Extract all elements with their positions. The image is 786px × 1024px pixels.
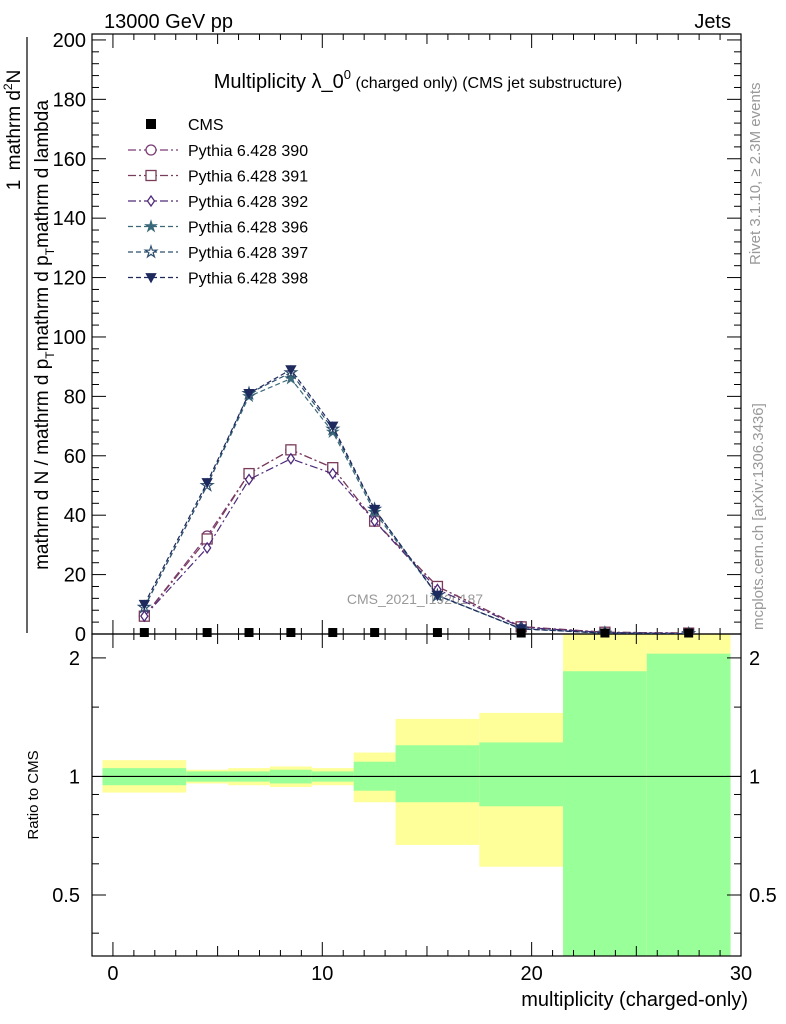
data-point (144, 219, 158, 233)
y-tick-label: 40 (64, 505, 86, 527)
x-tick-label: 0 (107, 963, 118, 985)
ratio-tick-label-right: 2 (749, 648, 760, 670)
plot-title: Multiplicity λ_00 (charged only) (CMS je… (214, 67, 622, 93)
y-tick-label: 200 (53, 30, 86, 52)
legend-item-cms: CMS (146, 117, 224, 134)
data-point (202, 628, 212, 638)
data-point (328, 467, 338, 480)
legend-label: Pythia 6.428 392 (188, 194, 308, 211)
data-point (432, 628, 442, 638)
data-point (328, 628, 338, 638)
data-point (139, 628, 149, 638)
legend-label: CMS (188, 117, 224, 134)
ratio-bands (102, 634, 731, 956)
legend-item: Pythia 6.428 392 (128, 194, 308, 211)
legend-label: Pythia 6.428 396 (188, 220, 308, 237)
data-point (146, 194, 156, 208)
header-left: 13000 GeV pp (104, 11, 233, 33)
data-point (516, 628, 526, 638)
data-point (138, 599, 151, 611)
data-point (145, 169, 157, 182)
x-axis-label: multiplicity (charged-only) (521, 989, 748, 1011)
legend-item: Pythia 6.428 397 (128, 243, 308, 262)
data-point (431, 590, 444, 602)
legend-item: Pythia 6.428 390 (128, 143, 308, 160)
series-path (143, 458, 689, 634)
data-point (286, 452, 296, 465)
y-tick-label: 160 (53, 149, 86, 171)
y-tick-label: 100 (53, 327, 86, 349)
ratio-band-green (395, 745, 480, 803)
data-point (243, 389, 255, 400)
ratio-band-green (646, 653, 731, 956)
y-tick-label: 180 (53, 89, 86, 111)
y-tick-label: 120 (53, 268, 86, 290)
data-point (370, 628, 380, 638)
analysis-watermark: CMS_2021_I1920187 (347, 591, 483, 607)
data-point (145, 144, 157, 156)
header-right: Jets (694, 11, 731, 33)
x-tick-label: 20 (521, 963, 543, 985)
main-y-axis-label: 1 mathrm d2N mathrm d N / mathrm d pTmat… (1, 37, 57, 633)
legend-label: Pythia 6.428 398 (188, 271, 308, 288)
data-point (202, 541, 212, 554)
data-point (140, 610, 149, 623)
legend-item: Pythia 6.428 391 (128, 169, 308, 186)
ratio-tick-label: 2 (69, 648, 80, 670)
data-point (286, 628, 296, 638)
data-point (285, 365, 297, 376)
ratio-y-axis-label: Ratio to CMS (25, 750, 42, 839)
y-tick-label: 60 (64, 446, 86, 468)
ratio-band-green (479, 742, 564, 807)
ylabel-denominator: mathrm d N / mathrm d pTmathrm d pTmathr… (32, 100, 57, 570)
legend: CMS Pythia 6.428 390 Pythia 6.428 391 Pythi… (128, 117, 308, 288)
y-tick-label: 0 (75, 624, 86, 646)
ratio-band-green (563, 671, 647, 956)
data-point (244, 628, 254, 638)
data-point (201, 478, 213, 489)
data-point (244, 473, 254, 486)
x-tick-label: 30 (730, 963, 752, 985)
data-point (600, 628, 610, 638)
legend-label: Pythia 6.428 397 (188, 245, 308, 262)
series-path (143, 449, 689, 634)
series-path (143, 371, 689, 634)
ratio-tick-label-right: 0.5 (749, 885, 777, 907)
cms-data-points (139, 628, 694, 638)
legend-label: Pythia 6.428 391 (188, 169, 308, 186)
data-point (143, 243, 159, 259)
mcplots-source-label: mcplots.cern.ch [arXiv:1306.3436] (750, 403, 767, 630)
ylabel-numerator: 1 (4, 180, 25, 191)
ratio-tick-label: 0.5 (52, 885, 80, 907)
series-line (140, 452, 693, 634)
ratio-y-axis: 0.5 0.5 1 1 2 2 (52, 648, 777, 934)
data-point (327, 421, 339, 432)
series-line (138, 444, 695, 634)
ratio-tick-label: 1 (69, 766, 80, 788)
ylabel-numerator-full: mathrm d2N (1, 70, 25, 171)
series-path (143, 368, 689, 634)
ratio-tick-label-right: 1 (749, 766, 760, 788)
y-tick-label: 140 (53, 208, 86, 230)
data-point (370, 514, 379, 528)
main-y-axis: 0 20 40 60 80 100 120 140 160 180 200 (53, 30, 741, 646)
data-point (145, 273, 157, 284)
data-point (684, 628, 694, 638)
series-line (138, 444, 695, 634)
mc-series (136, 364, 697, 634)
legend-label: Pythia 6.428 390 (188, 143, 308, 160)
data-point (283, 371, 298, 385)
legend-item: Pythia 6.428 396 (128, 219, 308, 237)
y-tick-label: 80 (64, 386, 86, 408)
data-point (368, 504, 381, 516)
x-tick-label: 10 (311, 963, 333, 985)
data-point (146, 119, 156, 129)
ratio-plot-frame (91, 633, 742, 957)
legend-item: Pythia 6.428 398 (128, 271, 308, 288)
x-axis: 0 10 20 30 (91, 34, 752, 985)
rivet-events-label: Rivet 3.1.10, ≥ 2.3M events (747, 83, 764, 266)
y-tick-label: 20 (64, 565, 86, 587)
